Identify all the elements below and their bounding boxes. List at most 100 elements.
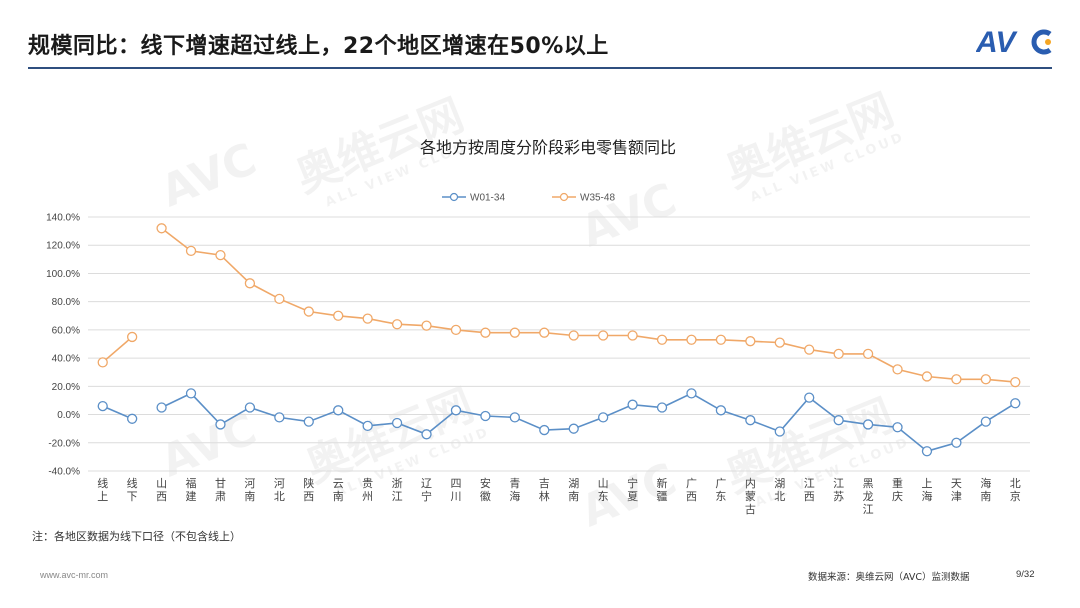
x-tick-label: 湖南 <box>568 477 579 503</box>
data-point <box>715 334 727 345</box>
data-point <box>774 337 785 348</box>
data-point <box>804 392 815 403</box>
data-point <box>774 426 785 437</box>
y-tick-label: -40.0% <box>48 467 80 478</box>
x-tick-label: 甘肃 <box>215 477 226 503</box>
x-tick-label: 云南 <box>333 477 344 503</box>
data-point <box>215 249 226 261</box>
y-tick-label: 140.0% <box>46 213 80 224</box>
data-point <box>244 278 256 289</box>
data-point <box>598 412 609 423</box>
y-tick-label: -20.0% <box>48 438 80 449</box>
data-point <box>833 348 844 360</box>
y-tick-label: 60.0% <box>52 325 80 336</box>
y-tick-label: 40.0% <box>52 354 80 365</box>
series-line-1 <box>161 227 1016 383</box>
data-point <box>333 310 344 321</box>
data-point <box>951 437 962 448</box>
x-tick-label: 北京 <box>1010 477 1021 503</box>
data-point <box>745 336 756 347</box>
data-point <box>421 320 432 331</box>
page-title: 规模同比：线下增速超过线上，22个地区增速在50%以上 <box>28 34 609 59</box>
x-tick-label: 重庆 <box>892 476 903 503</box>
y-tick-label: 120.0% <box>46 241 80 252</box>
data-point <box>480 410 491 422</box>
legend-marker <box>449 192 459 202</box>
data-point <box>598 330 609 341</box>
chart-series <box>97 223 1021 457</box>
data-point <box>303 306 314 317</box>
x-tick-label: 安徽 <box>480 476 491 503</box>
x-tick-label: 线上 <box>97 476 108 503</box>
y-tick-label: 80.0% <box>52 297 80 308</box>
data-point <box>362 420 373 431</box>
x-tick-label: 贵州 <box>362 477 373 503</box>
x-tick-label: 江苏 <box>833 477 844 503</box>
x-tick-label: 山西 <box>156 477 167 503</box>
data-point <box>362 313 373 324</box>
x-tick-label: 广东 <box>715 477 726 503</box>
y-tick-label: 20.0% <box>52 382 80 393</box>
data-point <box>185 245 197 257</box>
data-point <box>215 419 226 430</box>
data-point <box>568 330 579 341</box>
data-point <box>391 319 403 330</box>
data-point <box>156 402 167 413</box>
data-point <box>686 334 697 345</box>
data-point <box>97 400 108 412</box>
data-point <box>921 371 933 382</box>
x-tick-label: 广西 <box>686 477 697 503</box>
x-tick-label: 海南 <box>980 476 991 503</box>
x-tick-label: 上海 <box>921 477 932 503</box>
x-tick-label: 天津 <box>951 477 962 503</box>
data-point <box>656 334 668 345</box>
data-point <box>274 293 285 304</box>
x-tick-label: 浙江 <box>392 477 403 503</box>
data-point <box>539 327 550 338</box>
chart-title: 各地方按周度分阶段彩电零售额同比 <box>420 138 676 157</box>
data-point <box>421 429 432 440</box>
legend-marker <box>559 192 569 202</box>
data-point <box>274 412 285 423</box>
data-point <box>862 419 874 430</box>
footer-url[interactable]: www.avc-mr.com <box>40 570 109 580</box>
x-axis: 线上线下山西福建甘肃河南河北陕西云南贵州浙江辽宁四川安徽青海吉林湖南山东宁夏新疆… <box>97 476 1021 516</box>
data-point <box>127 413 138 424</box>
x-tick-label: 福建 <box>186 476 197 503</box>
x-tick-label: 吉林 <box>539 477 550 503</box>
x-tick-label: 湖北 <box>774 477 785 503</box>
data-point <box>391 417 403 429</box>
data-point <box>450 405 462 416</box>
data-point <box>862 348 874 360</box>
svg-text:AV: AV <box>976 26 1018 59</box>
x-tick-label: 山东 <box>598 477 609 503</box>
y-tick-label: 0.0% <box>57 410 80 421</box>
data-point <box>627 399 638 410</box>
data-point <box>980 416 991 427</box>
data-point <box>951 374 962 385</box>
data-point <box>833 415 844 426</box>
x-tick-label: 陕西 <box>303 476 314 503</box>
data-source: 数据来源：奥维云网（AVC）监测数据 <box>808 572 970 583</box>
x-tick-label: 线下 <box>127 476 138 503</box>
series-line-1 <box>102 336 133 363</box>
x-tick-label: 江西 <box>804 477 815 503</box>
data-point <box>509 412 520 423</box>
data-point <box>715 405 727 416</box>
x-tick-label: 黑龙江 <box>863 477 874 516</box>
data-point <box>892 422 903 433</box>
footnote: 注：各地区数据为线下口径（不包含线上） <box>32 530 241 543</box>
x-tick-label: 河北 <box>274 477 285 503</box>
data-point <box>745 415 756 426</box>
x-tick-label: 宁夏 <box>627 476 638 503</box>
x-tick-label: 四川 <box>450 477 461 503</box>
data-point <box>333 405 344 416</box>
data-point <box>1010 376 1021 388</box>
data-point <box>627 330 638 341</box>
x-tick-label: 新疆 <box>657 476 668 503</box>
data-point <box>97 357 108 368</box>
data-point <box>656 402 668 413</box>
x-tick-label: 辽宁 <box>421 477 432 503</box>
y-tick-label: 100.0% <box>46 269 80 280</box>
